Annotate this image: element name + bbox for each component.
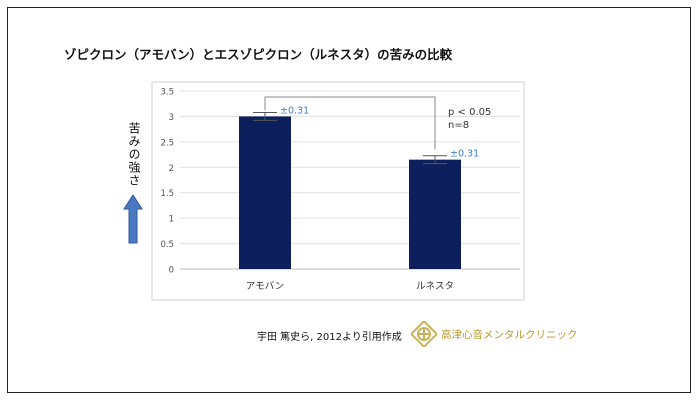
x-tick-label: アモバン bbox=[246, 281, 284, 292]
x-tick-label: ルネスタ bbox=[416, 281, 454, 292]
bar bbox=[239, 116, 291, 269]
up-arrow-icon bbox=[123, 194, 143, 244]
y-tick-label: 1 bbox=[169, 215, 174, 225]
p-value: p < 0.05 bbox=[448, 107, 491, 118]
citation: 宇田 篤史ら, 2012より引用作成 bbox=[257, 332, 402, 343]
y-tick-label: 1.5 bbox=[160, 189, 174, 199]
clinic-logo-icon bbox=[411, 321, 437, 347]
y-tick-label: 0 bbox=[169, 266, 174, 276]
y-tick-label: 3 bbox=[169, 113, 174, 123]
chart-title: ゾピクロン（アモバン）とエスゾピクロン（ルネスタ）の苦みの比較 bbox=[64, 47, 453, 62]
significance-bracket bbox=[264, 96, 436, 150]
clinic-name: 高津心音メンタルクリニック bbox=[441, 329, 578, 341]
y-axis-label-text: 苦みの強さ bbox=[127, 122, 141, 187]
sample-size: n=8 bbox=[448, 120, 469, 131]
bar bbox=[409, 159, 461, 269]
error-label: ±0.31 bbox=[450, 149, 479, 160]
y-tick-label: 2.5 bbox=[160, 138, 174, 148]
y-tick-label: 3.5 bbox=[160, 88, 174, 98]
y-tick-label: 2 bbox=[169, 164, 174, 174]
y-axis-label: 苦みの強さ bbox=[126, 122, 142, 187]
slide-frame bbox=[7, 7, 691, 393]
y-tick-label: 0.5 bbox=[160, 240, 174, 250]
error-label: ±0.31 bbox=[280, 105, 309, 116]
chart-area-border bbox=[151, 81, 525, 301]
